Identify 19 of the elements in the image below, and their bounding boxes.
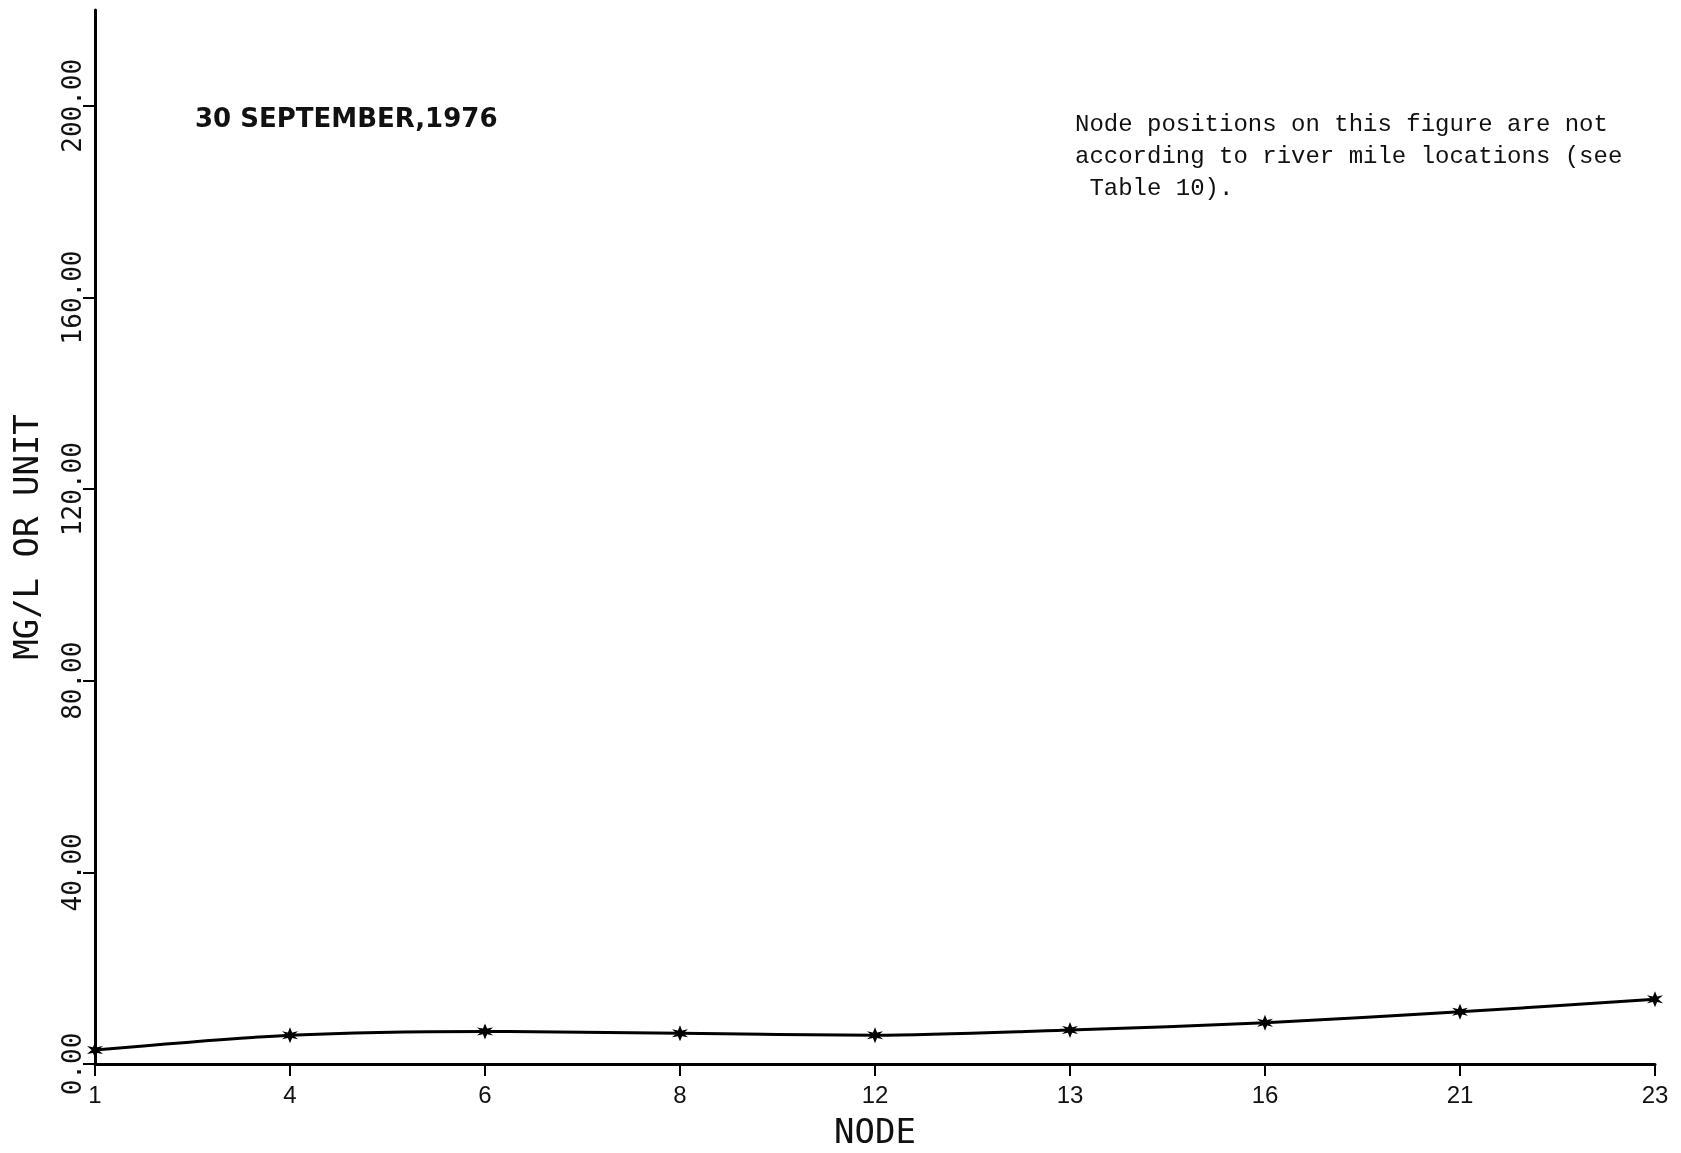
y-tick-label: 0.00 [57,1032,87,1096]
y-tick-label: 200.00 [57,58,87,153]
y-tick-label: 120.00 [57,442,87,537]
annotation: Node positions on this figure are not according to river mile locations (see Table 10). [1075,110,1623,202]
y-axis-title: MG/L OR UNIT [6,414,46,660]
x-tick-label: 1 [88,1080,102,1108]
x-tick-label: 13 [1056,1080,1084,1108]
y-tick-label: 160.00 [57,250,87,345]
x-tick-label: 4 [283,1080,297,1108]
x-tick-label: 12 [861,1080,889,1108]
x-tick-label: 23 [1641,1080,1669,1108]
x-axis-title: NODE [834,1111,916,1151]
x-tick-label: 8 [673,1080,687,1108]
x-tick-label: 6 [478,1080,492,1108]
y-tick-label: 40.00 [57,833,87,912]
x-tick-label: 21 [1446,1080,1474,1108]
y-tick-label: 80.00 [57,641,87,720]
x-tick-label: 16 [1251,1080,1279,1108]
text: 30 SEPTEMBER,1976 [195,103,498,133]
